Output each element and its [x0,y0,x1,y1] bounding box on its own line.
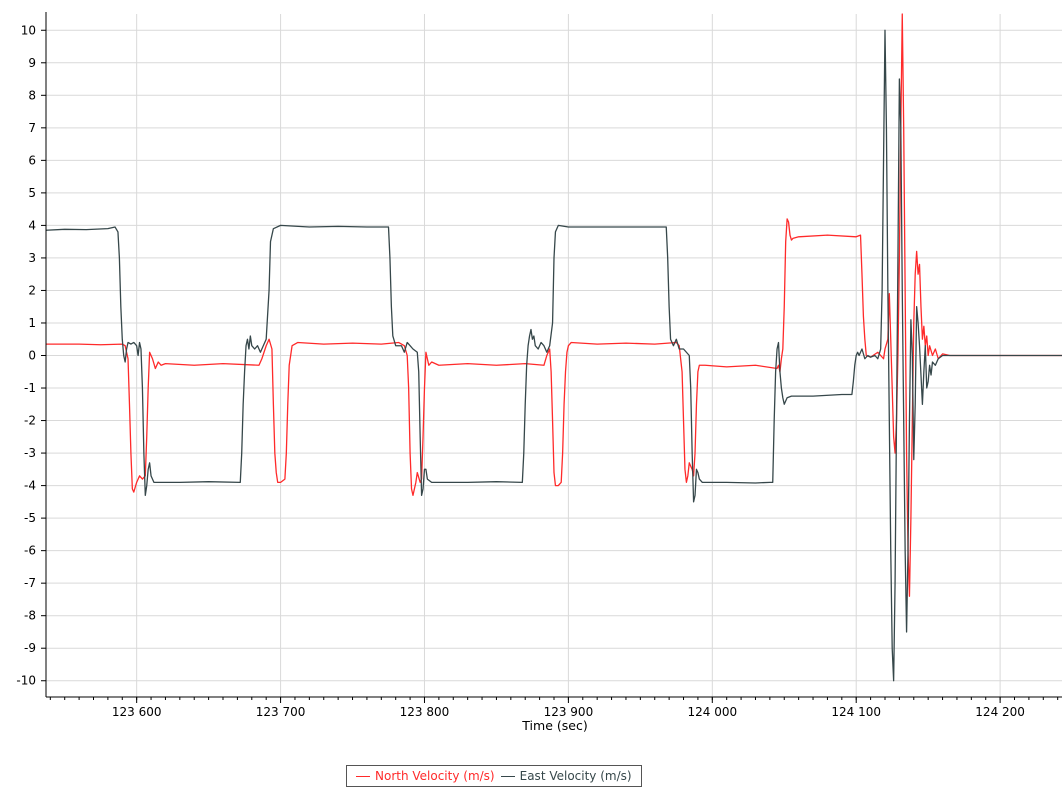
y-tick-label: -4 [24,479,36,493]
x-axis-title: Time (sec) [521,718,587,733]
y-tick-label: -2 [24,414,36,428]
legend-label-north: North Velocity (m/s) [375,769,495,783]
y-tick-label: 2 [28,283,36,297]
y-tick-label: -3 [24,446,36,460]
series-line-east-velocity [45,29,1062,682]
x-tick-label: 123 900 [544,705,594,719]
y-tick-label: 4 [28,218,36,232]
series-line-north-velocity [46,13,1062,597]
north-velocity-swatch [356,775,370,777]
legend-item-east[interactable]: East Velocity (m/s) [500,769,632,783]
east-velocity-swatch [500,775,515,777]
x-tick-label: 123 700 [256,705,306,719]
series-lines [45,13,1062,682]
axes [41,12,1062,703]
x-tick-label: 124 000 [687,705,737,719]
y-tick-label: -1 [24,381,36,395]
y-tick-label: -10 [16,674,36,688]
y-tick-label: 9 [28,56,36,70]
y-tick-label: 5 [28,186,36,200]
y-tick-label: 8 [28,88,36,102]
legend-item-north[interactable]: North Velocity (m/s) [356,769,495,783]
x-tick-label: 124 200 [975,705,1025,719]
y-tick-label: 3 [28,251,36,265]
y-tick-label: 7 [28,121,36,135]
x-tick-label: 123 600 [112,705,162,719]
y-tick-label: -8 [24,609,36,623]
y-tick-label: -6 [24,544,36,558]
y-tick-label: -7 [24,576,36,590]
y-tick-label: 10 [21,23,36,37]
legend-label-east: East Velocity (m/s) [519,769,632,783]
y-tick-label: 6 [28,153,36,167]
chart-legend: North Velocity (m/s) East Velocity (m/s) [346,765,642,787]
y-tick-label: -5 [24,511,36,525]
x-tick-label: 124 100 [831,705,881,719]
x-tick-labels: 123 600 123 700 123 800 123 900 124 000 124 1… [112,705,1025,719]
y-tick-label: 1 [28,316,36,330]
y-tick-label: -9 [24,641,36,655]
y-tick-label: 0 [28,349,36,363]
x-tick-label: 123 800 [400,705,450,719]
